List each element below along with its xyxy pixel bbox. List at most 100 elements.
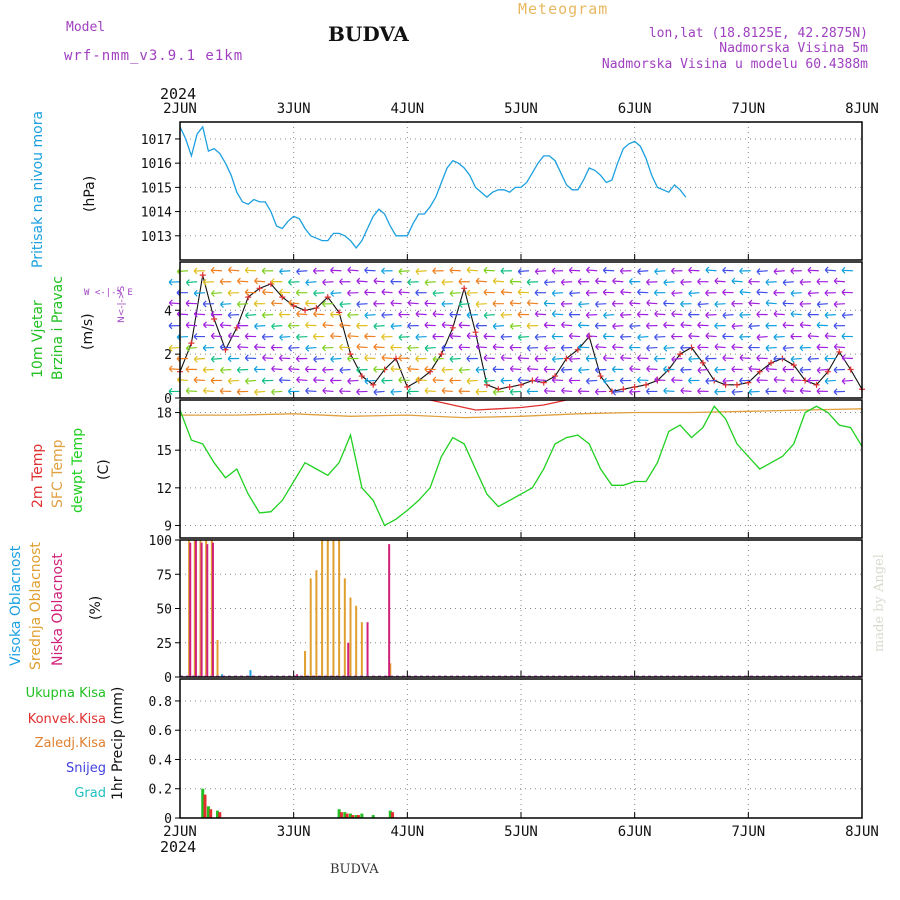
wind-arrow-478 (824, 266, 836, 274)
wind-arrow-387 (637, 288, 649, 296)
wind-arrow-15 (424, 387, 436, 395)
cloud-bar-22 (211, 542, 214, 677)
conv-precip-label: Konvek.Kisa (27, 712, 106, 727)
ytick-label-4-4: 0.8 (149, 695, 172, 710)
wind-arrow-162 (202, 344, 215, 352)
wind-arrow-17 (458, 387, 470, 395)
wind-arrow-468 (654, 268, 666, 275)
wind-arrow-308 (654, 310, 666, 318)
wind-arrow-160 (168, 344, 181, 352)
wind-arrow-319 (841, 312, 853, 319)
wind-arrow-335 (424, 299, 436, 307)
wind-arrow-328 (305, 299, 317, 307)
wind-arrow-104 (578, 366, 590, 374)
wind-arrow-150 (688, 355, 700, 363)
wind-arrow-261 (526, 322, 539, 330)
cloud-bar-17 (389, 663, 392, 677)
wind-arrow-179 (492, 343, 504, 351)
wind-arrow-362 (210, 290, 223, 297)
wind-arrow-454 (415, 268, 427, 275)
wind-arrow-199 (833, 343, 845, 351)
precip-bar-1 (206, 806, 210, 818)
wind-arrow-171 (356, 343, 368, 351)
wind-arrow-68 (654, 376, 666, 384)
wind-arrow-434 (748, 278, 760, 285)
wind-arrow-26 (612, 388, 624, 396)
wind-arrow-351 (697, 301, 709, 308)
wind-arrow-419 (492, 277, 504, 285)
wind-arrow-113 (731, 365, 743, 373)
meteogram-label: Meteogram (518, 0, 609, 18)
wind-arrow-390 (688, 290, 700, 297)
wind-arrow-277 (799, 321, 811, 329)
wind-arrow-198 (816, 343, 828, 351)
cloud-bar-6 (304, 650, 307, 677)
wind-arrow-175 (424, 344, 436, 352)
wind-arrow-353 (731, 300, 743, 308)
wind-arrow-93 (390, 365, 402, 373)
wind-arrow-274 (748, 322, 760, 330)
wind-arrow-1 (185, 387, 198, 395)
wind-arrow-279 (833, 322, 845, 330)
wind-arrow-5 (254, 388, 266, 396)
precip-bar-3 (337, 809, 341, 818)
wind-arrow-441 (193, 267, 206, 275)
wind-arrow-388 (653, 289, 666, 297)
wind-arrow-139 (500, 354, 512, 362)
wind-cross-7 (256, 285, 263, 292)
wind-arrow-110 (680, 366, 692, 374)
cloud-bar-7 (309, 578, 312, 677)
wind-arrow-464 (586, 266, 598, 274)
cloud-bar-19 (194, 540, 197, 677)
wind-arrow-379 (500, 288, 512, 296)
wind-arrow-61 (534, 376, 547, 384)
wind-arrow-29 (663, 387, 675, 395)
wind-arrow-346 (611, 300, 624, 308)
cloud-bar-26 (388, 544, 391, 677)
wind-arrow-433 (731, 277, 743, 285)
precip-bar-12 (218, 812, 222, 818)
wind-arrow-155 (773, 355, 785, 363)
wind-arrow-118 (816, 366, 828, 374)
wind-arrow-213 (398, 333, 410, 341)
wind-arrow-231 (705, 332, 717, 340)
wind-arrow-365 (262, 288, 274, 296)
wind-arrow-452 (381, 267, 393, 275)
wind-arrow-282 (210, 311, 223, 318)
wind-arrow-130 (347, 355, 359, 363)
wind-arrow-267 (629, 322, 641, 330)
wind-arrow-438 (816, 278, 828, 285)
wind-cross-56 (813, 381, 820, 388)
ytick-label-1-1: 2 (164, 348, 172, 363)
wind-arrow-286 (278, 311, 291, 318)
total-precip-label: Ukupna Kisa (25, 686, 106, 701)
wind-arrow-58 (483, 377, 495, 385)
wind-arrow-16 (441, 387, 453, 395)
cloud-bar-11 (332, 540, 335, 677)
wind-arrow-106 (611, 365, 624, 373)
wind-arrow-174 (407, 344, 419, 352)
wind-arrow-125 (262, 354, 274, 362)
xtick-top-6: 8JUN (845, 101, 879, 117)
wind-cross-41 (643, 381, 650, 388)
wind-arrow-218 (483, 332, 495, 340)
wind-arrow-445 (261, 267, 274, 275)
wind-cross-31 (529, 377, 536, 384)
wind-arrow-377 (466, 289, 478, 297)
wind-arrow-287 (296, 310, 308, 318)
model-label: Model (66, 20, 106, 35)
wind-arrow-142 (551, 355, 564, 363)
wind-arrow-329 (322, 300, 334, 308)
wind-cross-24 (449, 324, 456, 331)
wind-arrow-148 (653, 355, 666, 363)
wind-arrow-429 (663, 279, 675, 286)
wind-arrow-90 (339, 366, 351, 374)
wind-arrow-10 (339, 387, 351, 395)
wind-arrow-167 (288, 344, 300, 352)
wind-arrow-63 (568, 377, 581, 384)
wind-arrow-183 (560, 344, 573, 352)
cloud-bar-16 (360, 622, 363, 677)
wind-arrow-35 (765, 387, 777, 395)
wind-arrow-176 (441, 344, 453, 352)
